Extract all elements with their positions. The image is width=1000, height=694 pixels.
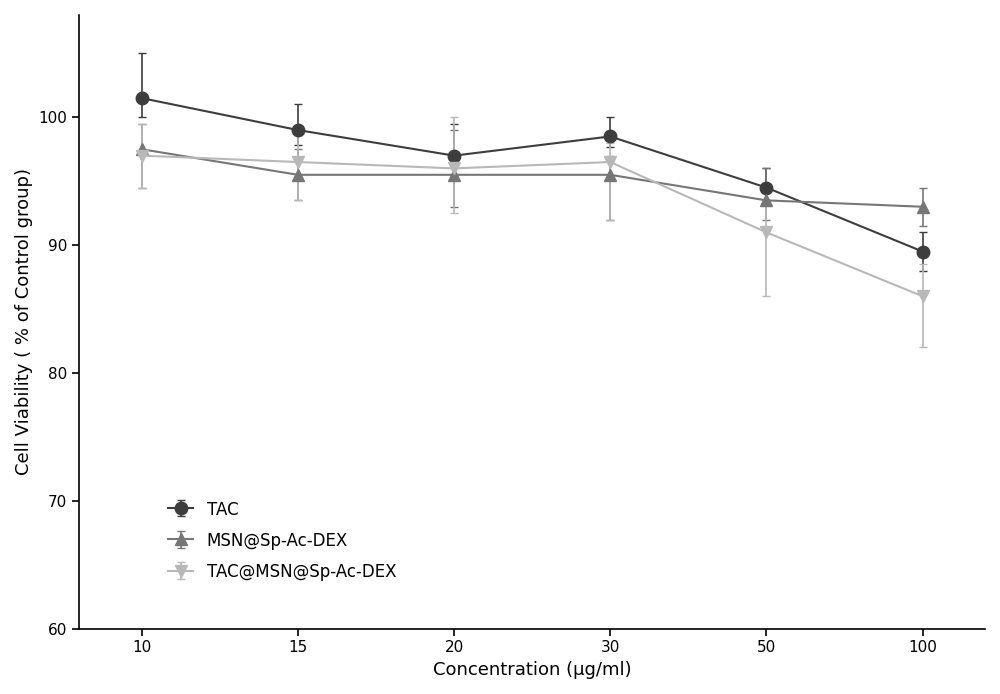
Legend: TAC, MSN@Sp-Ac-DEX, TAC@MSN@Sp-Ac-DEX: TAC, MSN@Sp-Ac-DEX, TAC@MSN@Sp-Ac-DEX [160, 492, 405, 590]
Y-axis label: Cell Viability ( % of Control group): Cell Viability ( % of Control group) [15, 169, 33, 475]
X-axis label: Concentration (μg/ml): Concentration (μg/ml) [433, 661, 631, 679]
